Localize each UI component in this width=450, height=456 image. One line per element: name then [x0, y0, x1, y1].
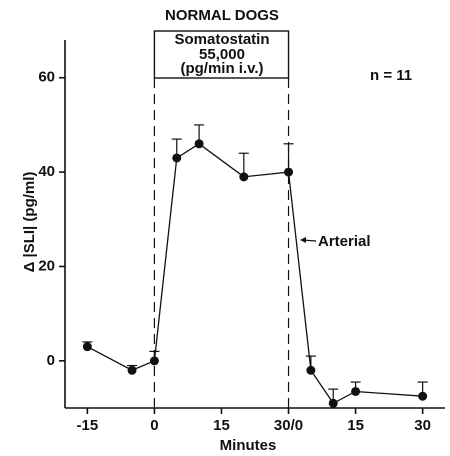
annotation: n = 11: [370, 67, 412, 84]
x-tick-label: 0: [150, 417, 158, 434]
x-axis-label: Minutes: [220, 437, 277, 454]
data-point: [239, 172, 249, 182]
data-point: [328, 398, 338, 408]
annotation: (pg/min i.v.): [180, 60, 263, 77]
y-tick-label: 20: [38, 257, 55, 274]
data-point: [284, 167, 294, 177]
data-point: [127, 365, 137, 375]
x-tick-label: 30: [414, 417, 431, 434]
data-line: [87, 143, 423, 405]
data-point: [82, 342, 92, 352]
data-point: [418, 391, 428, 401]
data-point: [149, 356, 159, 366]
data-point: [306, 365, 316, 375]
annotation: Somatostatin: [174, 31, 269, 48]
annotation: 55,000: [199, 46, 245, 63]
chart-title: NORMAL DOGS: [165, 7, 279, 24]
infusion-box: [153, 30, 290, 79]
data-point: [172, 153, 182, 163]
y-axis-label: Δ |SLI| (pg/ml): [21, 172, 38, 273]
data-point: [194, 139, 204, 149]
y-tick-label: 0: [47, 352, 55, 369]
y-tick-label: 40: [38, 163, 55, 180]
arrow-head: [300, 237, 306, 243]
x-tick-label: 15: [213, 417, 230, 434]
y-tick-label: 60: [38, 69, 55, 86]
x-tick-label: 15: [347, 417, 364, 434]
data-point: [351, 386, 361, 396]
x-tick-label: 30/0: [274, 417, 303, 434]
annotation: Arterial: [318, 233, 371, 250]
x-tick-label: -15: [77, 417, 99, 434]
